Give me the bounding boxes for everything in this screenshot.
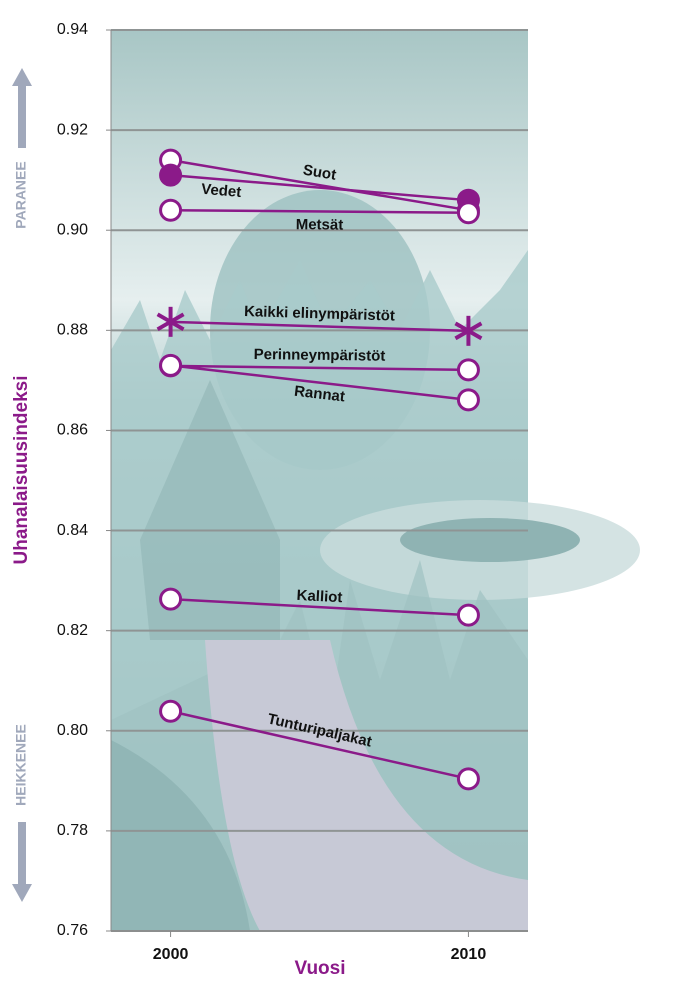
y-tick-label: 0.80 — [57, 722, 88, 739]
y-tick-label: 0.82 — [57, 622, 88, 639]
background-illustration — [111, 30, 640, 931]
marker-stroke — [454, 321, 483, 341]
y-tick-label: 0.76 — [57, 922, 88, 939]
series-label: Rannat — [293, 383, 345, 406]
y-tick-label: 0.92 — [57, 121, 88, 138]
series-line — [170, 173, 469, 202]
series-label: Perinneympäristöt — [254, 346, 386, 365]
series-line — [170, 158, 469, 212]
series-line — [170, 364, 469, 372]
y-tick-label: 0.90 — [57, 221, 88, 238]
series-label: Suot — [302, 162, 338, 184]
series-line — [170, 597, 469, 617]
marker — [159, 699, 183, 723]
marker — [159, 163, 183, 187]
series-line — [170, 710, 469, 781]
marker-stroke — [156, 312, 185, 332]
series-line — [170, 364, 469, 402]
series-label: Metsät — [296, 216, 344, 233]
marker — [456, 201, 480, 225]
y-tick-label: 0.78 — [57, 822, 88, 839]
series-label: Vedet — [201, 181, 242, 201]
y-tick-label: 0.94 — [57, 21, 88, 38]
x-axis-label: Vuosi — [294, 958, 345, 979]
annotation: HEIKKENEE — [13, 724, 29, 806]
x-tick-label: 2000 — [153, 946, 189, 963]
y-tick-label: 0.88 — [57, 322, 88, 339]
series-line — [170, 320, 469, 333]
series-label: Kalliot — [296, 587, 343, 606]
x-tick-label: 2010 — [451, 946, 487, 963]
y-tick-label: 0.86 — [57, 422, 88, 439]
arrows — [12, 68, 32, 902]
marker — [456, 388, 480, 412]
series-label: Kaikki elinympäristöt — [244, 303, 395, 325]
marker — [156, 306, 185, 337]
series-line — [170, 208, 469, 214]
marker — [454, 315, 483, 346]
y-tick-label: 0.84 — [57, 522, 88, 539]
marker — [456, 767, 480, 791]
marker — [456, 603, 480, 627]
marker — [159, 198, 183, 222]
marker — [159, 587, 183, 611]
annotation: PARANEE — [13, 161, 29, 228]
marker — [159, 353, 183, 377]
y-axis-label: Uhanalaisuusindeksi — [11, 375, 32, 564]
marker — [456, 358, 480, 382]
